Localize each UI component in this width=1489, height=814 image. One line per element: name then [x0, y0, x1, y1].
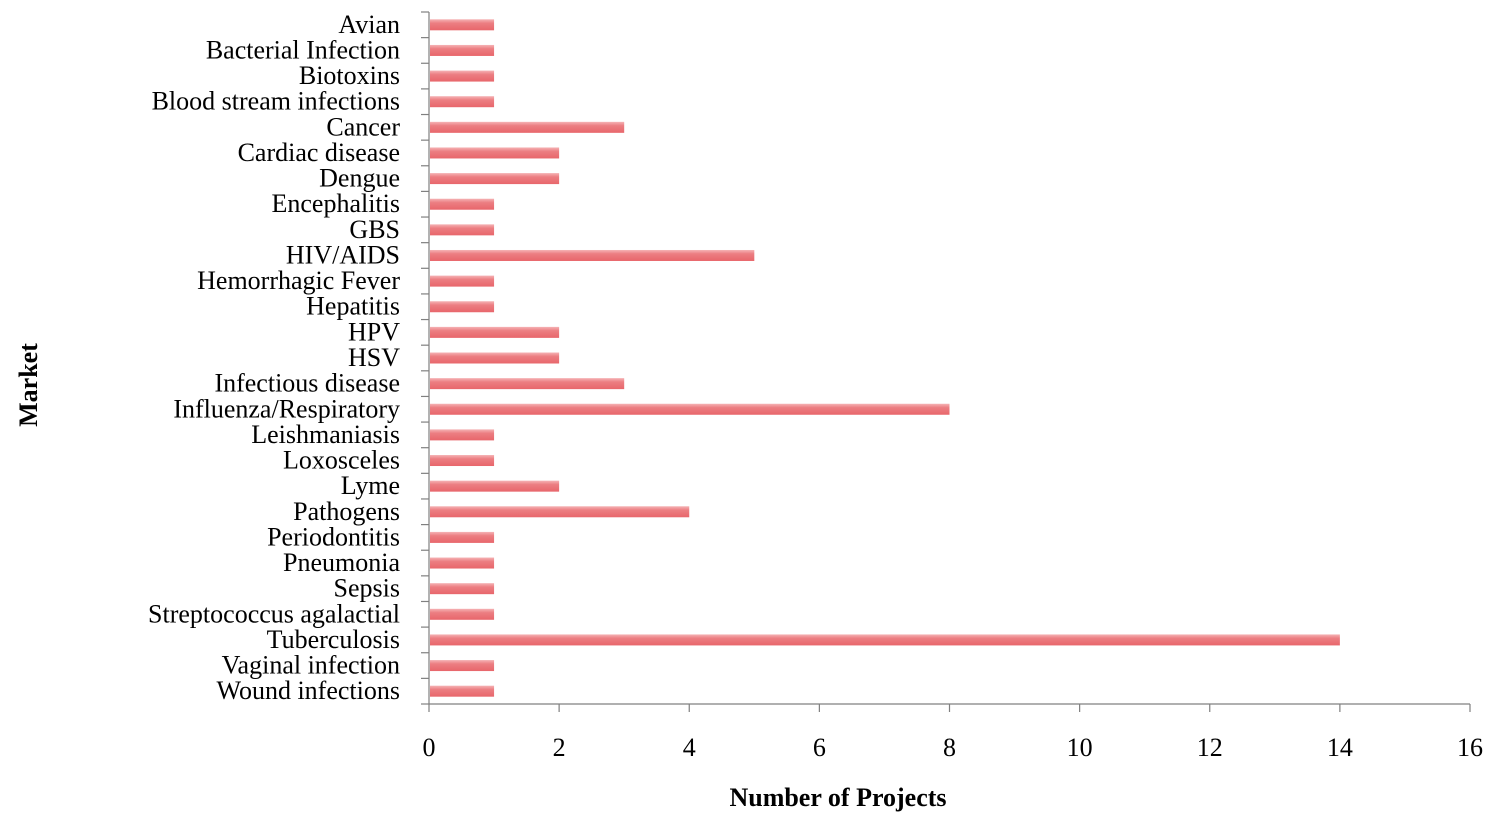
x-tick-label: 8: [943, 733, 956, 762]
bar: [430, 275, 495, 287]
category-label: Hepatitis: [306, 292, 400, 321]
x-tick-label: 6: [813, 733, 826, 762]
bar: [430, 301, 495, 313]
category-label: Wound infections: [217, 676, 401, 705]
bar: [430, 531, 495, 543]
x-tick-label: 14: [1327, 733, 1353, 762]
category-labels: Avian Bacterial InfectionBiotoxinsBlood …: [148, 10, 400, 705]
category-label: Streptococcus agalactial: [148, 599, 400, 628]
bar: [430, 96, 495, 108]
bar: [430, 557, 495, 569]
bar: [430, 403, 950, 415]
bar: [430, 121, 625, 133]
x-tick-labels: 0 2 4 6 8 10 12 14 16: [423, 733, 1484, 762]
category-label: HSV: [348, 343, 400, 372]
x-tick-label: 16: [1457, 733, 1483, 762]
bar: [430, 70, 495, 82]
category-label: Influenza/Respiratory: [173, 394, 400, 423]
category-label: Tuberculosis: [267, 625, 400, 654]
category-label: Hemorrhagic Fever: [197, 266, 400, 295]
category-label: HIV/AIDS: [286, 240, 400, 269]
category-label: GBS: [349, 215, 400, 244]
bar: [430, 44, 495, 56]
category-label: Biotoxins: [299, 61, 400, 90]
category-label: Loxosceles: [283, 446, 400, 475]
bar: [430, 429, 495, 441]
category-label: Encephalitis: [271, 189, 400, 218]
bar: [430, 660, 495, 672]
bar: [430, 147, 560, 159]
bar: [430, 685, 495, 697]
category-label: Pneumonia: [283, 548, 400, 577]
y-axis-title: Market: [14, 343, 43, 427]
bar: [430, 352, 560, 364]
category-label: Vaginal infection: [222, 651, 400, 680]
category-label: Blood stream infections: [152, 87, 400, 116]
x-axis: [428, 703, 1471, 712]
x-tick-label: 10: [1067, 733, 1093, 762]
bar: [430, 326, 560, 338]
x-tick-label: 4: [683, 733, 696, 762]
bar: [430, 198, 495, 210]
bar: [430, 224, 495, 236]
category-label: Bacterial Infection: [206, 35, 400, 64]
x-tick-label: 0: [423, 733, 436, 762]
category-label: Cardiac disease: [238, 138, 400, 167]
bar: [430, 583, 495, 595]
bar: [430, 506, 690, 518]
bar: [430, 378, 625, 390]
bar: [430, 608, 495, 620]
x-tick-label: 12: [1197, 733, 1223, 762]
bars: [430, 19, 1340, 697]
category-label: Leishmaniasis: [251, 420, 400, 449]
category-label: Dengue: [319, 164, 400, 193]
bar: [430, 455, 495, 467]
category-label: Infectious disease: [214, 369, 400, 398]
bar: [430, 19, 495, 31]
category-label: Avian: [338, 10, 400, 39]
category-label: Pathogens: [293, 497, 400, 526]
bar: [430, 634, 1340, 646]
y-axis: [421, 11, 430, 705]
bar: [430, 249, 755, 261]
category-label: Periodontitis: [267, 522, 400, 551]
x-axis-title: Number of Projects: [729, 783, 946, 812]
x-tick-label: 2: [553, 733, 566, 762]
bar: [430, 480, 560, 492]
category-label: Lyme: [341, 471, 400, 500]
category-label: Cancer: [326, 112, 400, 141]
category-label: HPV: [348, 317, 400, 346]
category-label: Sepsis: [334, 574, 400, 603]
bar: [430, 173, 560, 185]
